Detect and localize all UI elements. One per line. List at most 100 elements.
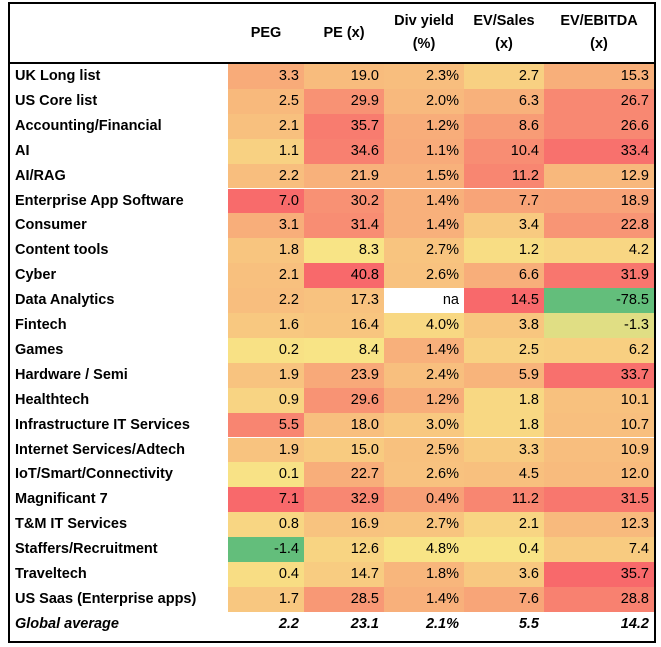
cell-ev-sales[interactable]: 14.5: [464, 288, 544, 313]
cell-pe[interactable]: 16.9: [304, 512, 384, 538]
cell-peg[interactable]: 2.1: [228, 113, 304, 139]
cell-ev-ebitda[interactable]: 26.6: [544, 113, 654, 139]
cell-div-yield[interactable]: 2.5%: [384, 437, 464, 463]
cell-ev-ebitda[interactable]: 31.9: [544, 263, 654, 289]
cell-pe[interactable]: 8.4: [304, 337, 384, 363]
cell-peg[interactable]: 1.1: [228, 138, 304, 164]
cell-pe[interactable]: 29.6: [304, 387, 384, 413]
cell-pe[interactable]: 22.7: [304, 462, 384, 488]
cell-ev-ebitda[interactable]: 33.7: [544, 362, 654, 388]
cell-pe[interactable]: 17.3: [304, 288, 384, 313]
cell-ev-sales[interactable]: 7.6: [464, 586, 544, 612]
cell-pe[interactable]: 19.0: [304, 64, 384, 89]
cell-div-yield[interactable]: 2.4%: [384, 362, 464, 388]
cell-pe[interactable]: 23.9: [304, 362, 384, 388]
cell-ev-ebitda[interactable]: 35.7: [544, 562, 654, 587]
cell-ev-ebitda[interactable]: 12.3: [544, 512, 654, 538]
cell-peg[interactable]: 0.9: [228, 387, 304, 413]
cell-peg[interactable]: 0.2: [228, 337, 304, 363]
cell-div-yield[interactable]: 1.4%: [384, 213, 464, 239]
cell-peg[interactable]: 2.1: [228, 263, 304, 289]
cell-ev-sales[interactable]: 1.8: [464, 412, 544, 438]
cell-peg[interactable]: 0.8: [228, 512, 304, 538]
cell-div-yield[interactable]: 1.5%: [384, 163, 464, 189]
cell-div-yield[interactable]: 4.0%: [384, 313, 464, 338]
cell-ev-ebitda[interactable]: 18.9: [544, 188, 654, 214]
cell-ev-sales[interactable]: 2.5: [464, 337, 544, 363]
cell-pe[interactable]: 21.9: [304, 163, 384, 189]
cell-ev-sales[interactable]: 5.9: [464, 362, 544, 388]
cell-div-yield[interactable]: 3.0%: [384, 412, 464, 438]
cell-peg[interactable]: -1.4: [228, 537, 304, 562]
cell-ev-ebitda[interactable]: 12.9: [544, 163, 654, 189]
cell-ev-sales[interactable]: 11.2: [464, 163, 544, 189]
cell-pe[interactable]: 23.1: [304, 611, 384, 637]
cell-pe[interactable]: 15.0: [304, 437, 384, 463]
header-pe[interactable]: PE (x): [304, 4, 384, 62]
cell-peg[interactable]: 0.4: [228, 562, 304, 587]
cell-ev-sales[interactable]: 5.5: [464, 611, 544, 637]
cell-ev-sales[interactable]: 3.8: [464, 313, 544, 338]
cell-ev-sales[interactable]: 6.3: [464, 88, 544, 114]
cell-peg[interactable]: 1.9: [228, 362, 304, 388]
cell-div-yield[interactable]: 1.4%: [384, 337, 464, 363]
cell-ev-sales[interactable]: 6.6: [464, 263, 544, 289]
header-ev-ebitda[interactable]: EV/EBITDA (x): [544, 4, 654, 62]
cell-pe[interactable]: 8.3: [304, 238, 384, 264]
cell-peg[interactable]: 2.2: [228, 611, 304, 637]
cell-pe[interactable]: 30.2: [304, 188, 384, 214]
cell-div-yield[interactable]: na: [384, 288, 464, 313]
cell-peg[interactable]: 3.1: [228, 213, 304, 239]
cell-peg[interactable]: 1.7: [228, 586, 304, 612]
cell-peg[interactable]: 7.0: [228, 188, 304, 214]
header-div-yield[interactable]: Div yield (%): [384, 4, 464, 62]
cell-ev-sales[interactable]: 7.7: [464, 188, 544, 214]
cell-div-yield[interactable]: 1.8%: [384, 562, 464, 587]
cell-peg[interactable]: 1.6: [228, 313, 304, 338]
cell-peg[interactable]: 2.2: [228, 288, 304, 313]
cell-pe[interactable]: 32.9: [304, 487, 384, 513]
cell-div-yield[interactable]: 1.2%: [384, 113, 464, 139]
cell-ev-sales[interactable]: 2.1: [464, 512, 544, 538]
cell-div-yield[interactable]: 1.1%: [384, 138, 464, 164]
cell-div-yield[interactable]: 2.6%: [384, 462, 464, 488]
cell-peg[interactable]: 0.1: [228, 462, 304, 488]
cell-ev-ebitda[interactable]: -1.3: [544, 313, 654, 338]
cell-ev-ebitda[interactable]: 14.2: [544, 611, 654, 637]
cell-ev-sales[interactable]: 2.7: [464, 64, 544, 89]
cell-div-yield[interactable]: 0.4%: [384, 487, 464, 513]
cell-ev-sales[interactable]: 0.4: [464, 537, 544, 562]
cell-div-yield[interactable]: 2.1%: [384, 611, 464, 637]
cell-ev-ebitda[interactable]: 33.4: [544, 138, 654, 164]
cell-ev-ebitda[interactable]: 15.3: [544, 64, 654, 89]
cell-peg[interactable]: 7.1: [228, 487, 304, 513]
cell-peg[interactable]: 5.5: [228, 412, 304, 438]
cell-ev-sales[interactable]: 10.4: [464, 138, 544, 164]
header-ev-sales[interactable]: EV/Sales (x): [464, 4, 544, 62]
cell-peg[interactable]: 2.2: [228, 163, 304, 189]
cell-pe[interactable]: 40.8: [304, 263, 384, 289]
cell-peg[interactable]: 1.9: [228, 437, 304, 463]
cell-div-yield[interactable]: 2.0%: [384, 88, 464, 114]
cell-ev-ebitda[interactable]: 22.8: [544, 213, 654, 239]
header-peg[interactable]: PEG: [228, 4, 304, 62]
cell-pe[interactable]: 29.9: [304, 88, 384, 114]
cell-ev-ebitda[interactable]: 12.0: [544, 462, 654, 488]
cell-ev-sales[interactable]: 1.2: [464, 238, 544, 264]
cell-div-yield[interactable]: 4.8%: [384, 537, 464, 562]
cell-ev-ebitda[interactable]: 31.5: [544, 487, 654, 513]
cell-div-yield[interactable]: 2.3%: [384, 64, 464, 89]
cell-div-yield[interactable]: 2.7%: [384, 512, 464, 538]
cell-pe[interactable]: 34.6: [304, 138, 384, 164]
cell-div-yield[interactable]: 1.2%: [384, 387, 464, 413]
cell-pe[interactable]: 31.4: [304, 213, 384, 239]
cell-peg[interactable]: 1.8: [228, 238, 304, 264]
cell-ev-sales[interactable]: 3.4: [464, 213, 544, 239]
cell-div-yield[interactable]: 1.4%: [384, 188, 464, 214]
cell-ev-ebitda[interactable]: -78.5: [544, 288, 654, 313]
cell-div-yield[interactable]: 1.4%: [384, 586, 464, 612]
cell-div-yield[interactable]: 2.6%: [384, 263, 464, 289]
cell-peg[interactable]: 3.3: [228, 64, 304, 89]
cell-ev-sales[interactable]: 1.8: [464, 387, 544, 413]
cell-pe[interactable]: 12.6: [304, 537, 384, 562]
